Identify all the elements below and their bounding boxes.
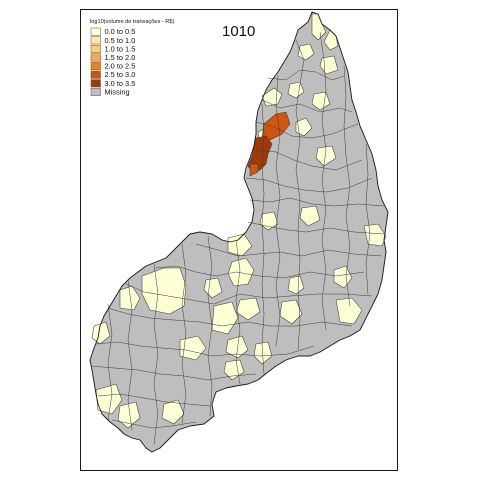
legend-item: 3.0 to 3.5	[90, 79, 136, 88]
map-region-light	[91, 13, 387, 429]
legend-item: 1.0 to 1.5	[90, 44, 136, 53]
legend-swatch	[90, 27, 101, 36]
legend-item: 2.5 to 3.0	[90, 70, 136, 79]
legend-label: 0.0 to 0.5	[105, 27, 136, 36]
legend-label: 2.0 to 2.5	[105, 62, 136, 71]
legend-swatch	[90, 53, 101, 62]
legend-label: 1.0 to 1.5	[105, 44, 136, 53]
legend-label: 3.0 to 3.5	[105, 79, 136, 88]
legend-label: Missing	[105, 87, 130, 96]
legend: log10(volume de transações - R$) 0.0 to …	[90, 19, 174, 96]
legend-item: Missing	[90, 87, 130, 96]
legend-item: 2.0 to 2.5	[90, 62, 136, 71]
legend-label: 2.5 to 3.0	[105, 70, 136, 79]
legend-swatch	[90, 62, 101, 71]
legend-swatch	[90, 36, 101, 45]
legend-title: log10(volume de transações - R$)	[90, 19, 174, 25]
legend-label: 1.5 to 2.0	[105, 53, 136, 62]
legend-swatch	[90, 70, 101, 79]
legend-swatch	[90, 79, 101, 88]
map-region-high	[247, 111, 291, 177]
map-title: 1010	[222, 23, 255, 40]
legend-item: 0.0 to 0.5	[90, 27, 136, 36]
legend-item: 0.5 to 1.0	[90, 36, 136, 45]
legend-swatch	[90, 87, 101, 96]
state-outline	[89, 11, 389, 453]
legend-swatch	[90, 44, 101, 53]
legend-label: 0.5 to 1.0	[105, 36, 136, 45]
municipal-boundaries	[91, 31, 385, 445]
legend-item: 1.5 to 2.0	[90, 53, 136, 62]
